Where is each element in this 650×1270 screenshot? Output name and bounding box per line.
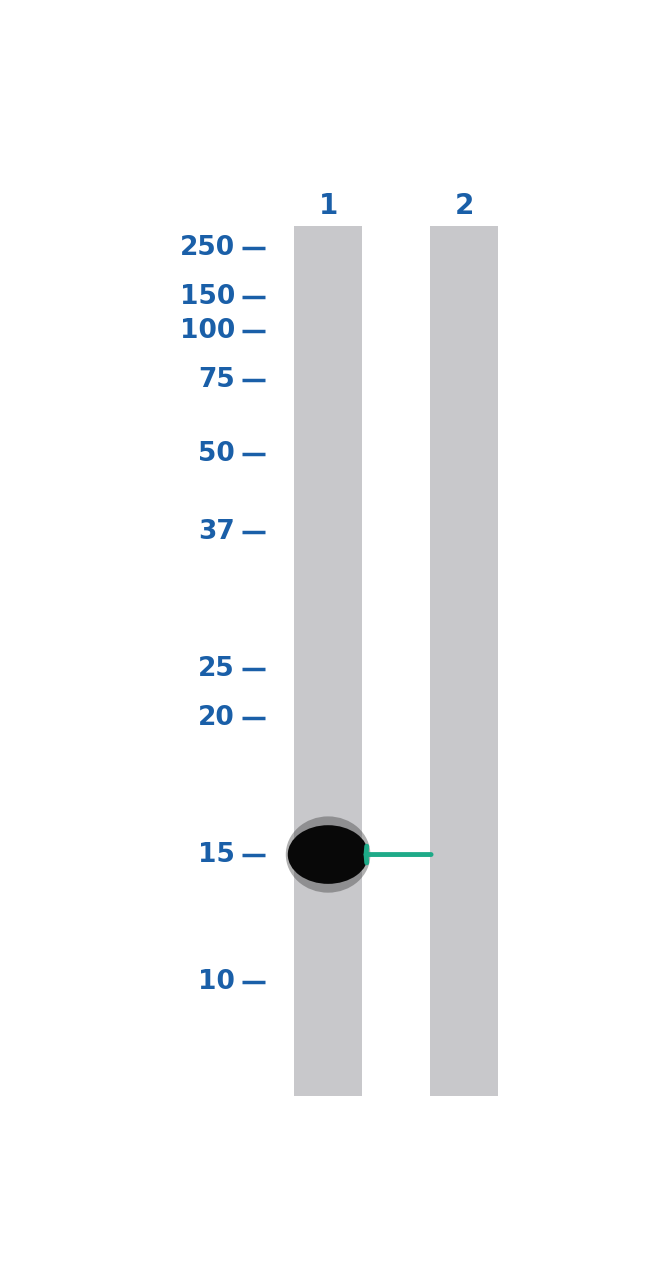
Bar (430, 226, 498, 1096)
Text: 250: 250 (180, 235, 235, 262)
Text: 2: 2 (454, 192, 474, 220)
Bar (294, 226, 362, 1096)
Text: 20: 20 (198, 705, 235, 730)
Text: 37: 37 (198, 519, 235, 545)
Text: 25: 25 (198, 655, 235, 682)
Text: 15: 15 (198, 842, 235, 867)
Text: 50: 50 (198, 441, 235, 466)
Text: 10: 10 (198, 969, 235, 994)
Text: 100: 100 (179, 319, 235, 344)
Ellipse shape (286, 817, 370, 893)
Ellipse shape (288, 826, 369, 884)
Text: 1: 1 (318, 192, 338, 220)
Text: 75: 75 (198, 367, 235, 394)
Text: 150: 150 (179, 284, 235, 310)
